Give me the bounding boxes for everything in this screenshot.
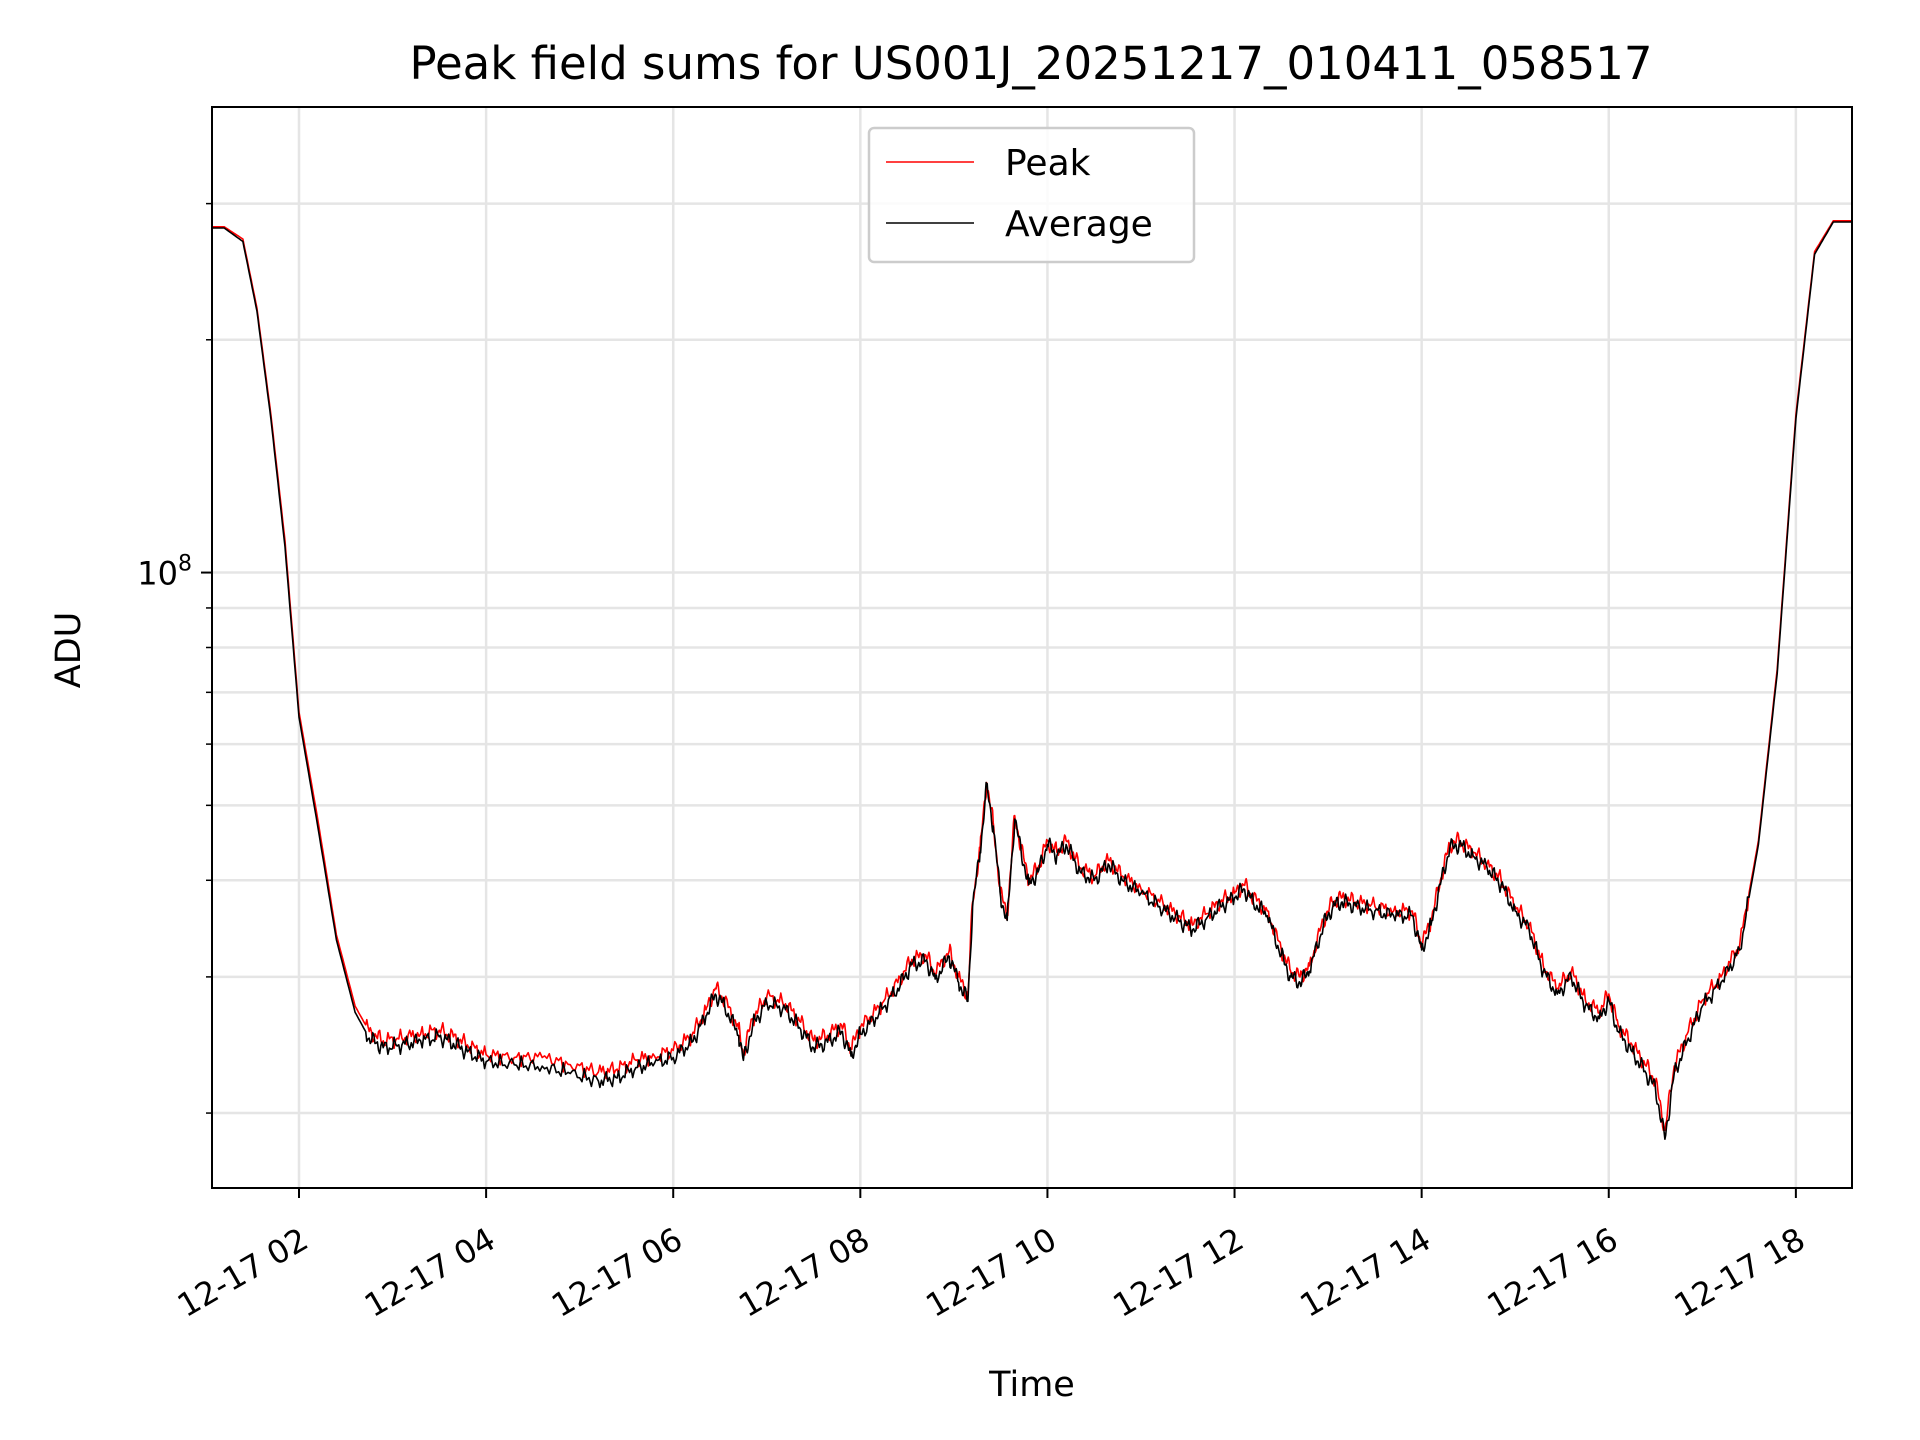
y-axis-label: ADU <box>49 612 89 689</box>
legend-label-average: Average <box>1005 204 1153 245</box>
series-layer <box>212 220 1852 1140</box>
series-line-peak <box>212 220 1852 1132</box>
legend: Peak Average <box>867 126 1196 264</box>
legend-label-peak: Peak <box>1005 143 1091 184</box>
grid <box>212 107 1852 1188</box>
chart-title: Peak field sums for US001J_20251217_0104… <box>409 37 1652 90</box>
x-axis-label: Time <box>988 1365 1075 1405</box>
series-line-average <box>212 221 1852 1140</box>
